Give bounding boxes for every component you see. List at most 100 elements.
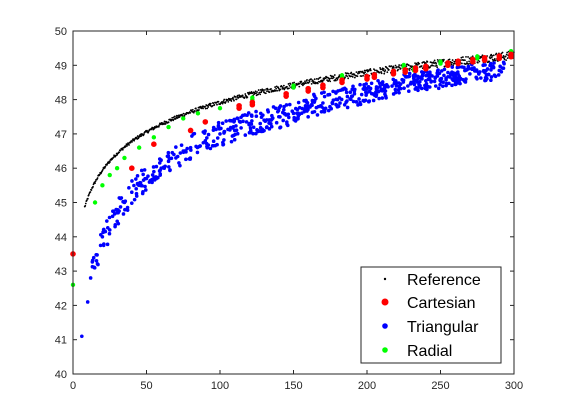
reference-point xyxy=(407,64,410,67)
triangular-point xyxy=(232,137,237,142)
triangular-point xyxy=(394,84,399,88)
triangular-point xyxy=(98,232,103,237)
reference-point xyxy=(418,62,421,65)
triangular-point xyxy=(344,87,348,92)
cartesian-point xyxy=(249,99,256,106)
triangular-point xyxy=(96,262,100,267)
reference-point xyxy=(85,199,88,202)
reference-point xyxy=(267,88,269,91)
reference-point xyxy=(334,79,337,82)
reference-point xyxy=(357,72,359,75)
reference-point xyxy=(383,72,386,75)
triangular-point xyxy=(178,151,183,155)
triangular-point xyxy=(258,121,263,126)
triangular-point xyxy=(481,63,486,67)
triangular-point xyxy=(230,126,235,130)
reference-point xyxy=(467,56,469,58)
triangular-point xyxy=(152,169,156,174)
triangular-point xyxy=(383,94,388,98)
reference-point xyxy=(288,87,290,90)
triangular-point xyxy=(230,134,235,138)
reference-point xyxy=(213,104,216,106)
reference-point xyxy=(369,68,372,70)
reference-point xyxy=(84,204,87,207)
triangular-point xyxy=(146,174,150,178)
triangular-point xyxy=(481,68,486,73)
triangular-point xyxy=(234,124,238,128)
triangular-point xyxy=(358,82,362,87)
reference-point xyxy=(312,80,315,83)
reference-point xyxy=(432,64,434,67)
y-tick-label: 40 xyxy=(55,369,67,381)
triangular-point xyxy=(205,136,209,140)
triangular-point xyxy=(484,72,489,77)
reference-point xyxy=(274,89,277,92)
triangular-point xyxy=(396,88,401,92)
triangular-point xyxy=(239,126,243,130)
reference-point xyxy=(468,60,470,63)
triangular-point xyxy=(412,82,417,87)
radial-point xyxy=(151,135,157,140)
reference-point xyxy=(349,75,352,78)
cartesian-point xyxy=(412,65,419,71)
triangular-point xyxy=(344,100,348,105)
reference-point xyxy=(209,102,212,105)
legend-marker xyxy=(383,277,387,281)
reference-point xyxy=(409,67,411,70)
triangular-point xyxy=(408,82,413,86)
reference-point xyxy=(233,99,235,102)
triangular-point xyxy=(462,65,466,70)
triangular-point xyxy=(154,175,158,179)
triangular-point xyxy=(382,89,386,93)
reference-point xyxy=(396,66,398,68)
triangular-point xyxy=(374,90,378,94)
reference-point xyxy=(387,68,390,71)
triangular-point xyxy=(140,183,144,188)
reference-point xyxy=(310,83,313,85)
reference-point xyxy=(398,64,401,66)
reference-point xyxy=(286,85,288,88)
triangular-point xyxy=(419,86,424,91)
reference-point xyxy=(502,55,505,57)
radial-point xyxy=(92,200,98,205)
triangular-point xyxy=(197,144,202,149)
reference-point xyxy=(398,66,401,69)
reference-point xyxy=(212,102,215,105)
reference-point xyxy=(451,61,454,64)
reference-point xyxy=(222,100,225,102)
reference-point xyxy=(257,89,260,91)
triangular-point xyxy=(489,78,493,83)
reference-point xyxy=(235,98,238,101)
reference-point xyxy=(379,67,381,69)
triangular-point xyxy=(419,70,424,74)
triangular-point xyxy=(247,130,252,135)
reference-point xyxy=(84,202,87,205)
triangular-point xyxy=(419,76,424,81)
triangular-point xyxy=(457,74,462,78)
radial-point xyxy=(136,145,142,150)
y-tick-label: 43 xyxy=(55,266,67,278)
triangular-point xyxy=(220,121,225,126)
reference-point xyxy=(394,64,397,67)
reference-point xyxy=(333,74,336,76)
triangular-point xyxy=(330,101,335,106)
triangular-point xyxy=(275,109,280,114)
reference-point xyxy=(344,76,346,79)
reference-point xyxy=(223,98,226,101)
reference-point xyxy=(259,89,262,91)
reference-point xyxy=(358,72,361,74)
radial-point xyxy=(195,111,201,116)
reference-point xyxy=(157,125,160,128)
triangular-point xyxy=(369,81,374,86)
triangular-point xyxy=(215,136,220,140)
reference-point xyxy=(131,141,133,143)
reference-point xyxy=(492,54,495,57)
triangular-point xyxy=(159,158,163,163)
reference-point xyxy=(298,85,301,88)
triangular-point xyxy=(249,122,254,126)
triangular-point xyxy=(278,125,282,130)
reference-point xyxy=(364,71,367,74)
triangular-point xyxy=(187,157,192,161)
reference-point xyxy=(435,62,438,65)
triangular-point xyxy=(270,117,274,121)
